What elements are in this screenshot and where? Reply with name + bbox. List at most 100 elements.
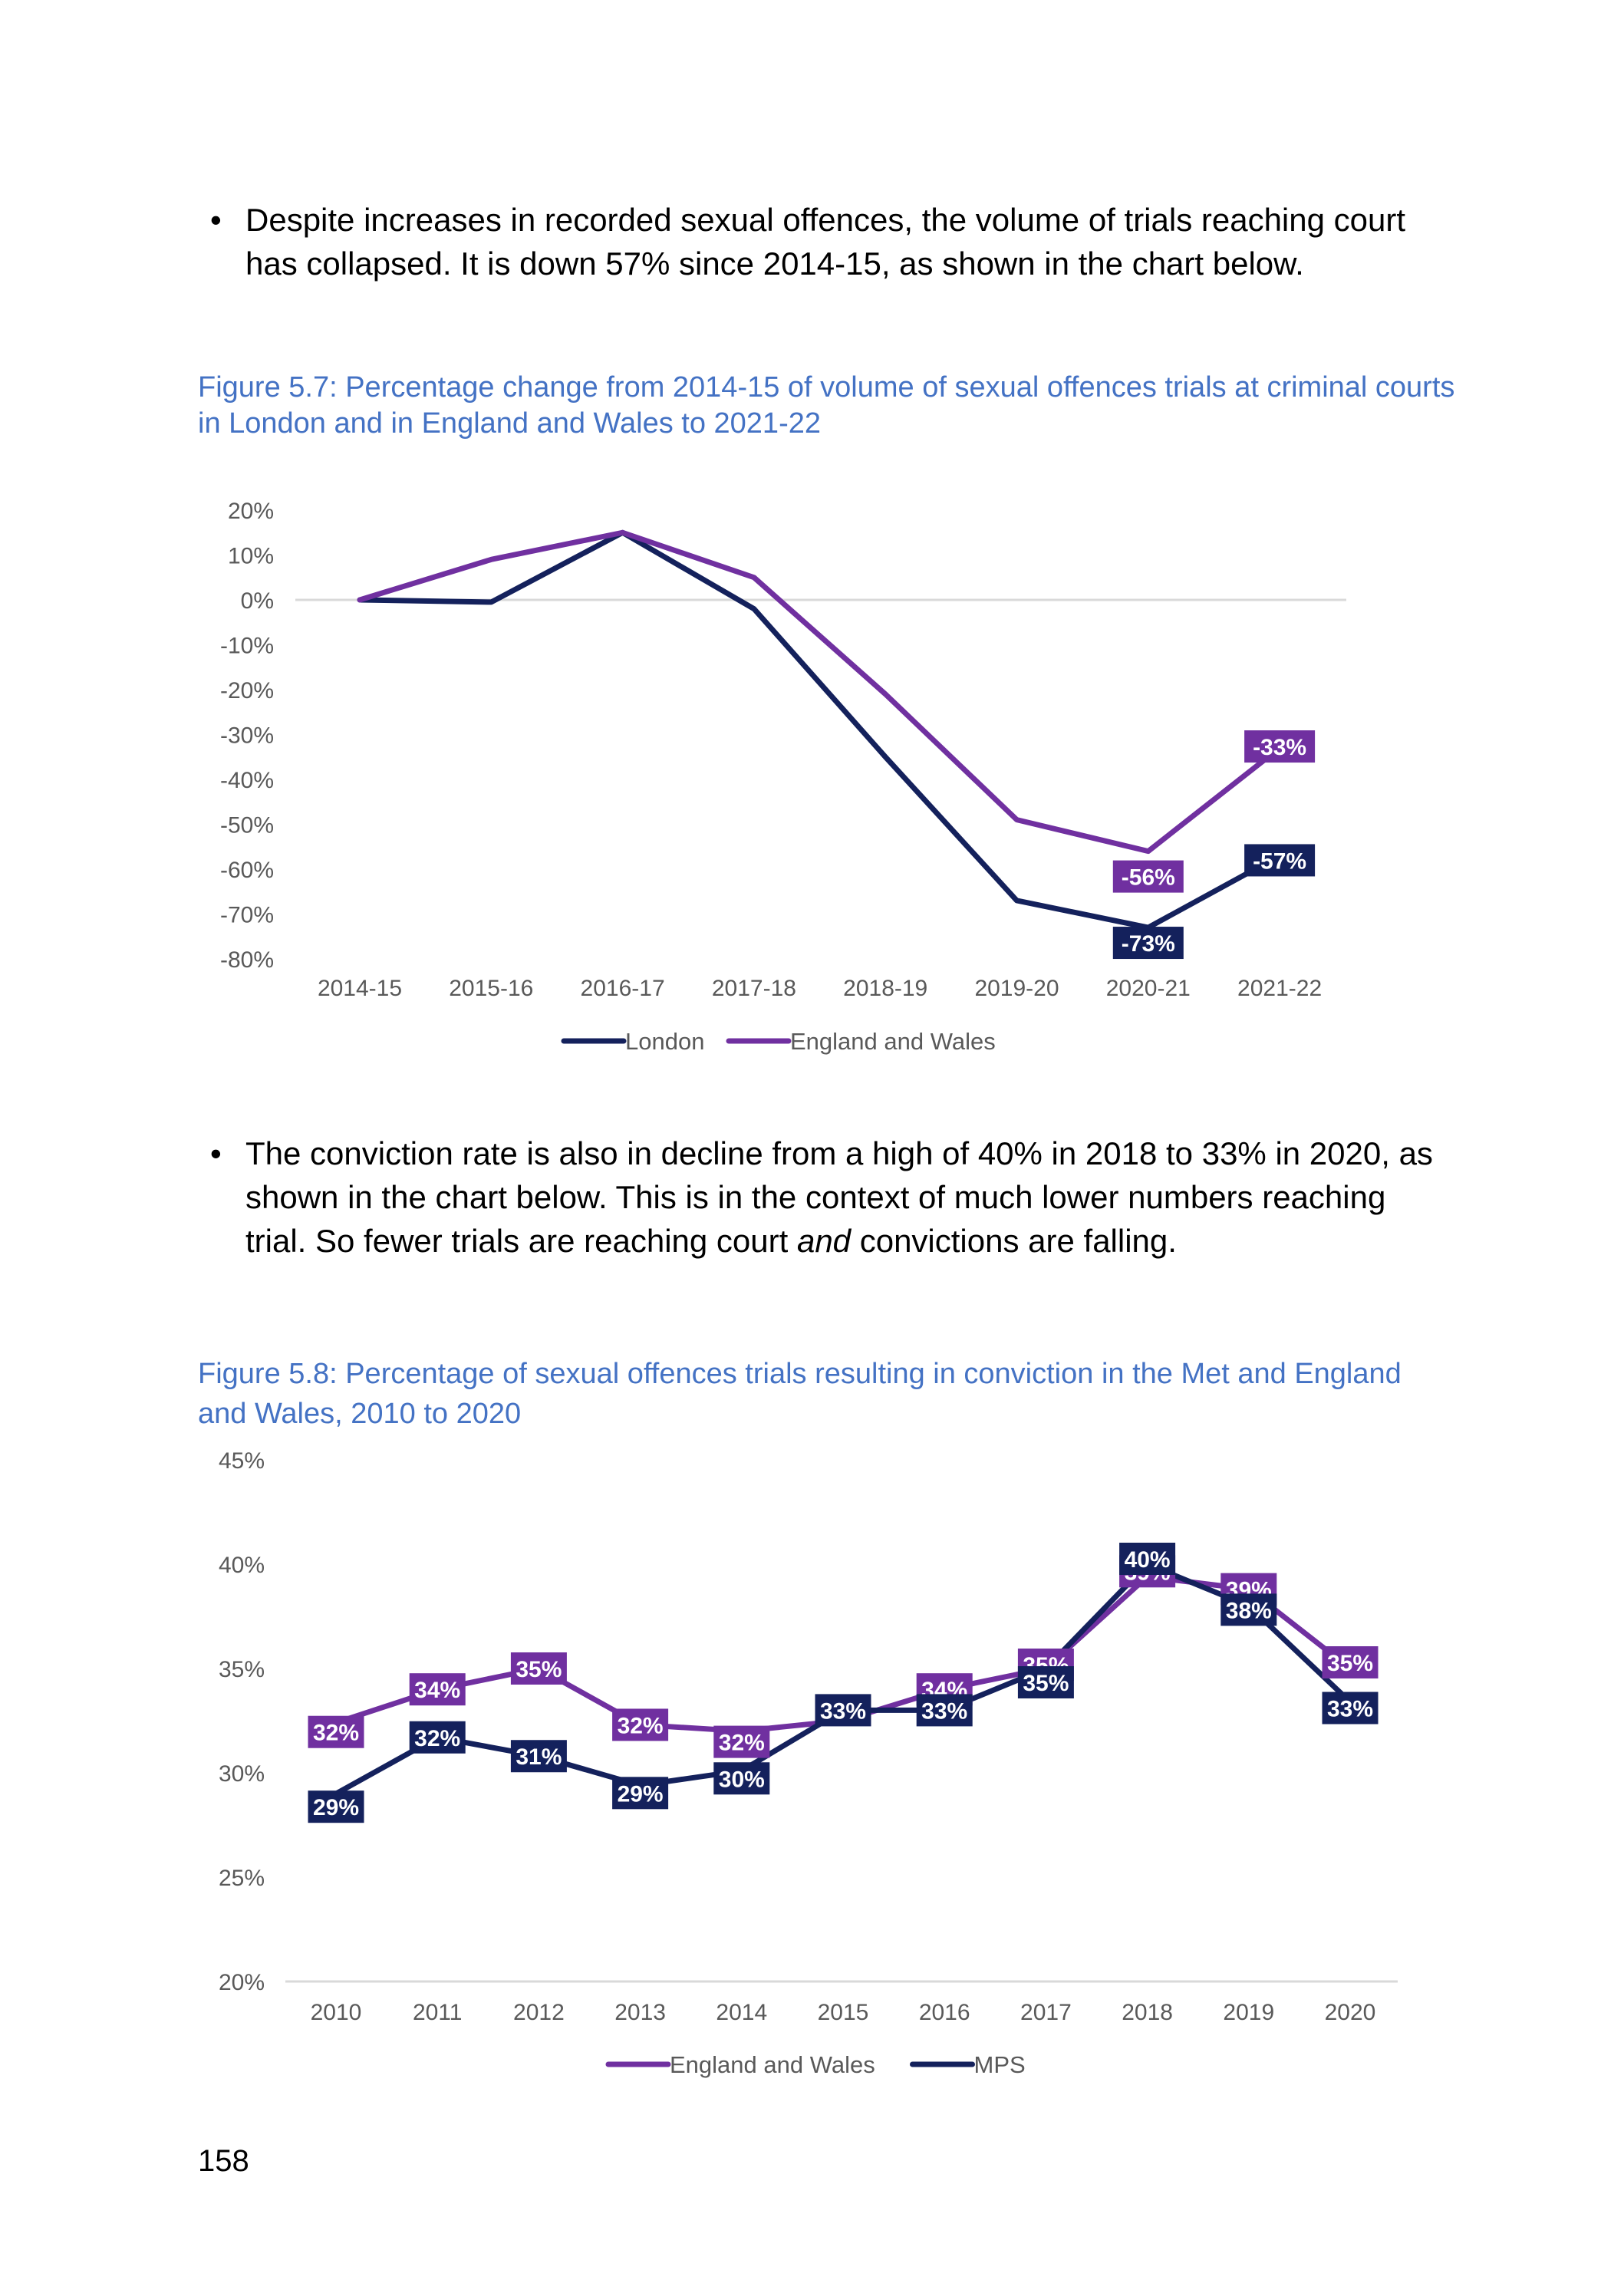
bullet-text-before: The conviction rate is also in decline f… — [245, 1135, 1433, 1259]
x-tick-label: 2014-15 — [318, 976, 402, 1001]
bullet-dot: • — [210, 1135, 222, 1171]
data-label: 33% — [1322, 1692, 1379, 1724]
data-label-text: 34% — [414, 1678, 460, 1703]
data-label-box — [1119, 1543, 1176, 1575]
y-tick-label: -40% — [220, 768, 274, 793]
legend-label: England and Wales — [670, 2051, 875, 2078]
x-tick-label: 2010 — [311, 2000, 362, 2025]
data-label-box — [1322, 1646, 1379, 1678]
legend-item: MPS — [910, 2051, 1026, 2078]
data-label: 32% — [612, 1708, 669, 1741]
y-tick-label: -50% — [220, 813, 274, 838]
y-tick-label: 25% — [219, 1866, 265, 1891]
data-label-box — [1220, 1593, 1277, 1626]
data-label-box — [815, 1694, 871, 1727]
data-label: -73% — [1112, 927, 1184, 960]
y-tick-label: 30% — [219, 1761, 265, 1787]
data-label-box — [1244, 844, 1316, 877]
data-label-box — [612, 1777, 669, 1810]
data-label-text: 30% — [719, 1767, 765, 1792]
data-label-text: 29% — [313, 1795, 359, 1820]
bullet-text-emphasis: and — [796, 1223, 852, 1259]
y-tick-label: 45% — [219, 1448, 265, 1474]
data-label-box — [713, 1762, 770, 1795]
data-label: 35% — [510, 1652, 567, 1685]
bullet-paragraph-conviction: • The conviction rate is also in decline… — [210, 1132, 1442, 1263]
data-label: -33% — [1244, 730, 1316, 763]
data-label-box — [308, 1715, 364, 1748]
x-tick-label: 2018 — [1122, 2000, 1173, 2025]
page-number: 158 — [198, 2144, 249, 2178]
data-label-text: 33% — [820, 1698, 866, 1724]
y-tick-label: -60% — [220, 858, 274, 883]
data-label: 32% — [308, 1715, 364, 1748]
data-label: 29% — [612, 1777, 669, 1810]
data-label-text: 35% — [516, 1657, 562, 1682]
chart-conviction-rate: 45% 40% 35% 30% 25% 20% 2010 2011 2012 2013 2014 20… — [219, 1448, 1398, 2078]
y-tick-label: 40% — [219, 1553, 265, 1578]
y-tick-label: -70% — [220, 903, 274, 928]
data-label-box — [409, 1673, 466, 1706]
data-label-box — [510, 1740, 567, 1773]
y-tick-label: -20% — [220, 678, 274, 703]
x-tick-label: 2016-17 — [581, 976, 665, 1001]
data-label: 31% — [510, 1740, 567, 1773]
data-label-text: 29% — [618, 1781, 664, 1807]
x-tick-label: 2020 — [1325, 2000, 1376, 2025]
data-label-text: 32% — [414, 1726, 460, 1751]
data-label-text: -33% — [1253, 735, 1306, 760]
data-label-text: 33% — [921, 1698, 967, 1724]
data-label: 33% — [916, 1694, 973, 1727]
legend-item: England and Wales — [605, 2051, 875, 2078]
data-label: 30% — [713, 1762, 770, 1795]
data-label-text: 32% — [313, 1721, 359, 1746]
x-tick-label: 2017-18 — [712, 976, 796, 1001]
data-label-box — [1112, 927, 1184, 960]
data-label-box — [916, 1694, 973, 1727]
data-label-text: 35% — [1327, 1651, 1373, 1676]
y-tick-label: 20% — [219, 1970, 265, 1995]
data-label-text: 31% — [516, 1744, 562, 1770]
legend-label: England and Wales — [790, 1028, 996, 1055]
legend-item: England and Wales — [726, 1028, 996, 1055]
data-label-box — [612, 1708, 669, 1741]
data-label: 32% — [713, 1725, 770, 1758]
y-tick-label: 10% — [228, 544, 274, 569]
y-tick-label: 35% — [219, 1657, 265, 1682]
data-label: 34% — [409, 1673, 466, 1706]
x-tick-label: 2014 — [716, 2000, 767, 2025]
data-label-box — [1017, 1666, 1074, 1698]
x-tick-label: 2019 — [1223, 2000, 1274, 2025]
data-label-box — [510, 1652, 567, 1685]
data-label-text: 33% — [1327, 1697, 1373, 1722]
data-label-box — [1322, 1692, 1379, 1724]
data-label: 33% — [815, 1694, 871, 1727]
data-label-box — [1244, 730, 1316, 763]
data-label-text: -57% — [1253, 848, 1306, 874]
figure-caption-5-7: Figure 5.7: Percentage change from 2014-… — [198, 371, 1455, 440]
x-tick-label: 2018-19 — [843, 976, 927, 1001]
data-label: 38% — [1220, 1593, 1277, 1626]
data-label-box — [713, 1725, 770, 1758]
series-line-england-and-wales — [357, 529, 1283, 855]
x-tick-label: 2013 — [614, 2000, 666, 2025]
data-label-text: -56% — [1122, 865, 1175, 891]
x-tick-label: 2020-21 — [1106, 976, 1191, 1001]
y-tick-label: 20% — [228, 499, 274, 524]
y-tick-label: 0% — [241, 588, 274, 614]
bullet-text-after: convictions are falling. — [851, 1223, 1177, 1259]
data-label: -56% — [1112, 860, 1184, 893]
x-tick-label: 2021-22 — [1237, 976, 1322, 1001]
data-label: 29% — [308, 1790, 364, 1823]
figure-caption-5-8: Figure 5.8: Percentage of sexual offence… — [198, 1358, 1402, 1430]
x-tick-label: 2017 — [1020, 2000, 1072, 2025]
bullet-dot: • — [210, 202, 222, 238]
data-label: -57% — [1244, 844, 1316, 877]
data-label: 35% — [1017, 1666, 1074, 1698]
bullet-text: Despite increases in recorded sexual off… — [245, 202, 1406, 282]
legend-label: MPS — [974, 2051, 1026, 2078]
y-tick-label: -10% — [220, 634, 274, 659]
legend-label: London — [625, 1028, 704, 1055]
data-label: 32% — [409, 1721, 466, 1754]
x-tick-label: 2015 — [818, 2000, 869, 2025]
